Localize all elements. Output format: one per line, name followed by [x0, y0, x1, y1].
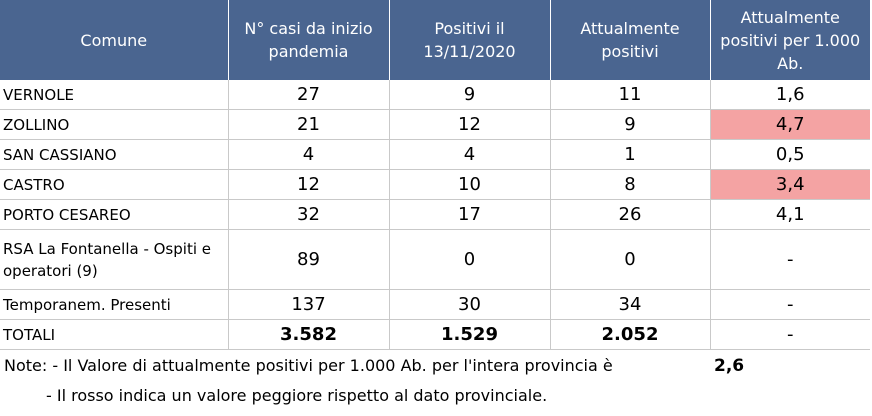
cell-positivi-data: 4	[389, 139, 551, 170]
cell-comune: VERNOLE	[0, 80, 229, 110]
cell-casi-totali: 3.582	[228, 319, 390, 350]
table-row: PORTO CESAREO 32 17 26 4,1	[0, 199, 870, 230]
cell-attualmente: 11	[550, 80, 711, 110]
cell-attualmente: 0	[550, 229, 711, 290]
cell-comune: TOTALI	[0, 319, 229, 350]
note-red-legend: - Il rosso indica un valore peggiore ris…	[46, 386, 548, 405]
cell-positivi-data-totali: 1.529	[389, 319, 551, 350]
cell-attualmente: 9	[550, 109, 711, 140]
cell-attualmente: 8	[550, 169, 711, 200]
cell-comune: RSA La Fontanella - Ospiti e operatori (…	[0, 229, 229, 290]
cell-per-mille: 4,7	[710, 109, 870, 140]
cell-per-mille: -	[710, 319, 870, 350]
cell-per-mille: -	[710, 229, 870, 290]
cell-positivi-data: 10	[389, 169, 551, 200]
header-comune: Comune	[0, 0, 229, 80]
cell-casi: 27	[228, 80, 390, 110]
cell-comune: CASTRO	[0, 169, 229, 200]
totals-row: TOTALI 3.582 1.529 2.052 -	[0, 319, 870, 350]
header-row: Comune N° casi da inizio pandemia Positi…	[0, 0, 870, 80]
cell-positivi-data: 30	[389, 289, 551, 320]
note-provincial-average: Note: - Il Valore di attualmente positiv…	[4, 356, 613, 375]
cell-casi: 137	[228, 289, 390, 320]
table-row: RSA La Fontanella - Ospiti e operatori (…	[0, 229, 870, 290]
cell-casi: 21	[228, 109, 390, 140]
cell-comune: PORTO CESAREO	[0, 199, 229, 230]
cell-per-mille: 0,5	[710, 139, 870, 170]
provincial-value: 2,6	[714, 356, 745, 376]
covid-cases-table: Comune N° casi da inizio pandemia Positi…	[0, 0, 870, 350]
cell-casi: 4	[228, 139, 390, 170]
cell-casi: 32	[228, 199, 390, 230]
cell-attualmente: 26	[550, 199, 711, 230]
cell-comune: SAN CASSIANO	[0, 139, 229, 170]
header-attualmente-positivi: Attualmente positivi	[550, 0, 711, 80]
table-row: VERNOLE 27 9 11 1,6	[0, 80, 870, 110]
table-body: VERNOLE 27 9 11 1,6 ZOLLINO 21 12 9 4,7 …	[0, 80, 870, 350]
cell-positivi-data: 12	[389, 109, 551, 140]
header-positivi-per-mille: Attualmente positivi per 1.000 Ab.	[710, 0, 870, 80]
cell-casi: 89	[228, 229, 390, 290]
cell-attualmente: 1	[550, 139, 711, 170]
header-positivi-data: Positivi il 13/11/2020	[389, 0, 551, 80]
cell-attualmente-totali: 2.052	[550, 319, 711, 350]
cell-positivi-data: 9	[389, 80, 551, 110]
cell-positivi-data: 0	[389, 229, 551, 290]
cell-comune: Temporanem. Presenti	[0, 289, 229, 320]
cell-per-mille: 4,1	[710, 199, 870, 230]
table-row: Temporanem. Presenti 137 30 34 -	[0, 289, 870, 320]
table-row: SAN CASSIANO 4 4 1 0,5	[0, 139, 870, 170]
cell-per-mille: -	[710, 289, 870, 320]
cell-casi: 12	[228, 169, 390, 200]
table-header: Comune N° casi da inizio pandemia Positi…	[0, 0, 870, 80]
cell-positivi-data: 17	[389, 199, 551, 230]
cell-per-mille: 3,4	[710, 169, 870, 200]
table-row: ZOLLINO 21 12 9 4,7	[0, 109, 870, 140]
table-row: CASTRO 12 10 8 3,4	[0, 169, 870, 200]
cell-comune: ZOLLINO	[0, 109, 229, 140]
cell-per-mille: 1,6	[710, 80, 870, 110]
header-casi-totali: N° casi da inizio pandemia	[228, 0, 390, 80]
cell-attualmente: 34	[550, 289, 711, 320]
